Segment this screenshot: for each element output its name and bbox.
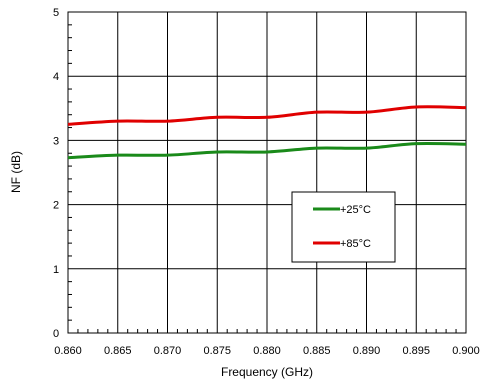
y-tick-label: 0 (53, 328, 59, 340)
legend: +25°C +85°C (291, 191, 396, 263)
legend-label-85c: +85°C (340, 238, 371, 250)
y-tick-label: 4 (53, 71, 59, 83)
x-tick-label: 0.870 (154, 345, 182, 357)
y-axis-label: NF (dB) (9, 151, 23, 193)
x-tick-label: 0.860 (54, 345, 82, 357)
minor-ticks (68, 24, 457, 333)
series-line-85c (67, 105, 467, 126)
x-tick-labels: 0.860 0.865 0.870 0.875 0.880 0.885 0.890 0.895… (54, 345, 480, 357)
series-layer (67, 105, 467, 160)
y-tick-label: 1 (53, 264, 59, 276)
legend-label-25c: +25°C (340, 204, 371, 216)
y-tick-label: 3 (53, 135, 59, 147)
legend-box (291, 191, 396, 263)
x-axis-label: Frequency (GHz) (221, 365, 313, 379)
x-tick-label: 0.890 (353, 345, 381, 357)
x-tick-label: 0.880 (253, 345, 281, 357)
x-tick-label: 0.895 (402, 345, 430, 357)
x-tick-label: 0.865 (104, 345, 132, 357)
y-tick-labels: 0 1 2 3 4 5 (53, 7, 59, 340)
x-tick-label: 0.885 (303, 345, 331, 357)
plot-frame (67, 11, 467, 334)
y-tick-label: 2 (53, 200, 59, 212)
x-tick-label: 0.875 (203, 345, 231, 357)
y-tick-label: 5 (53, 7, 59, 19)
x-tick-label: 0.900 (452, 345, 480, 357)
series-line-25c (67, 141, 467, 160)
